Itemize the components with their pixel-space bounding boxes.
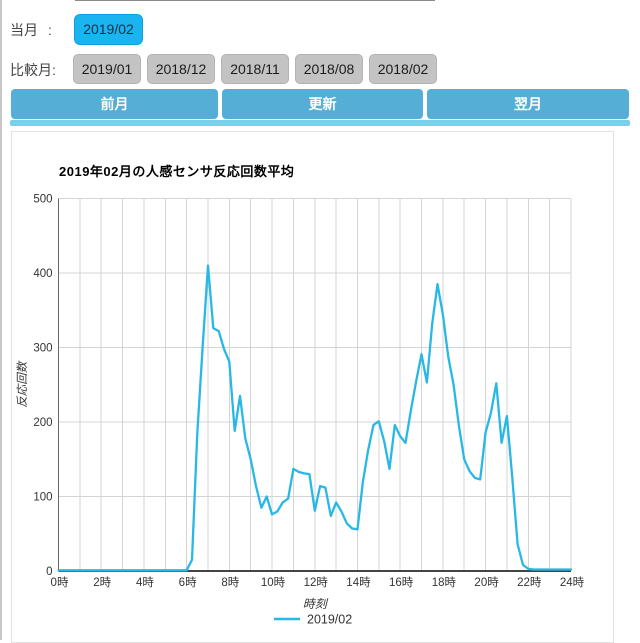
x-tick-label: 16時 [389,576,414,589]
y-tick-label: 0 [46,566,52,578]
x-tick-label: 2時 [93,576,111,589]
x-tick-label: 8時 [221,576,239,589]
current-month-label: 当月 [10,22,38,38]
compare-month-button-2018-12[interactable]: 2018/12 [147,54,215,84]
update-button[interactable]: 更新 [222,89,423,119]
next-month-button[interactable]: 翌月 [427,89,629,119]
current-month-colon: : [48,22,52,38]
x-tick-label: 22時 [517,576,542,589]
compare-month-button-2019-01[interactable]: 2019/01 [73,54,141,84]
y-tick-label: 400 [33,268,52,280]
y-axis-title: 反応回数 [16,360,29,407]
compare-months-label: 比較月: [10,62,56,78]
window-left-border [0,0,2,640]
current-month-button[interactable]: 2019/02 [74,14,143,45]
legend-label: 2019/02 [307,613,352,627]
x-tick-label: 4時 [136,576,154,589]
x-tick-label: 12時 [304,576,329,589]
chart-svg: 0 100 200 300 400 500 0時 2時 4時 6時 8時 10時 12時 14時 16時 18… [16,194,585,627]
top-divider-line [75,0,435,1]
x-axis-title: 時刻 [303,597,329,611]
x-tick-label: 24時 [560,576,585,589]
chart-panel: 2019年02月の人感センサ反応回数平均 0 100 200 300 400 500 0時 2… [11,131,614,643]
x-tick-label: 14時 [346,576,371,589]
x-tick-label: 0時 [51,576,69,589]
compare-month-button-2018-08[interactable]: 2018/08 [295,54,363,84]
prev-month-button[interactable]: 前月 [11,89,218,119]
y-tick-label: 500 [33,194,52,206]
y-tick-label: 300 [33,343,52,355]
y-tick-label: 200 [33,417,52,429]
x-tick-label: 6時 [179,576,197,589]
series-line-2019-02 [57,264,573,572]
y-tick-label: 100 [33,492,52,504]
compare-month-button-2018-02[interactable]: 2018/02 [369,54,437,84]
compare-month-button-2018-11[interactable]: 2018/11 [221,54,289,84]
x-tick-label: 18時 [432,576,457,589]
section-divider-bar [10,120,630,126]
x-tick-label: 10時 [261,576,286,589]
chart-title: 2019年02月の人感センサ反応回数平均 [59,164,295,179]
x-tick-label: 20時 [474,576,499,589]
